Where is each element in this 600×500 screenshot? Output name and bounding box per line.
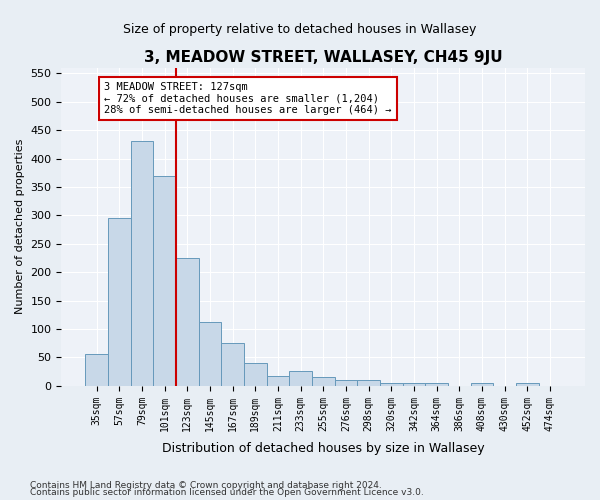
Y-axis label: Number of detached properties: Number of detached properties xyxy=(15,139,25,314)
Title: 3, MEADOW STREET, WALLASEY, CH45 9JU: 3, MEADOW STREET, WALLASEY, CH45 9JU xyxy=(144,50,503,65)
Bar xyxy=(380,382,403,386)
Bar xyxy=(289,370,312,386)
Text: Contains HM Land Registry data © Crown copyright and database right 2024.: Contains HM Land Registry data © Crown c… xyxy=(30,480,382,490)
Bar xyxy=(153,176,176,386)
Bar xyxy=(357,380,380,386)
Bar xyxy=(244,363,266,386)
Bar xyxy=(85,354,108,386)
Bar xyxy=(403,383,425,386)
Bar xyxy=(176,258,199,386)
Bar xyxy=(312,378,335,386)
Text: Size of property relative to detached houses in Wallasey: Size of property relative to detached ho… xyxy=(124,22,476,36)
Bar xyxy=(516,383,539,386)
Bar xyxy=(131,142,153,386)
Bar xyxy=(199,322,221,386)
Text: 3 MEADOW STREET: 127sqm
← 72% of detached houses are smaller (1,204)
28% of semi: 3 MEADOW STREET: 127sqm ← 72% of detache… xyxy=(104,82,392,115)
X-axis label: Distribution of detached houses by size in Wallasey: Distribution of detached houses by size … xyxy=(162,442,485,455)
Bar xyxy=(266,376,289,386)
Bar xyxy=(335,380,357,386)
Bar xyxy=(221,342,244,386)
Text: Contains public sector information licensed under the Open Government Licence v3: Contains public sector information licen… xyxy=(30,488,424,497)
Bar xyxy=(425,383,448,386)
Bar xyxy=(108,218,131,386)
Bar xyxy=(470,383,493,386)
